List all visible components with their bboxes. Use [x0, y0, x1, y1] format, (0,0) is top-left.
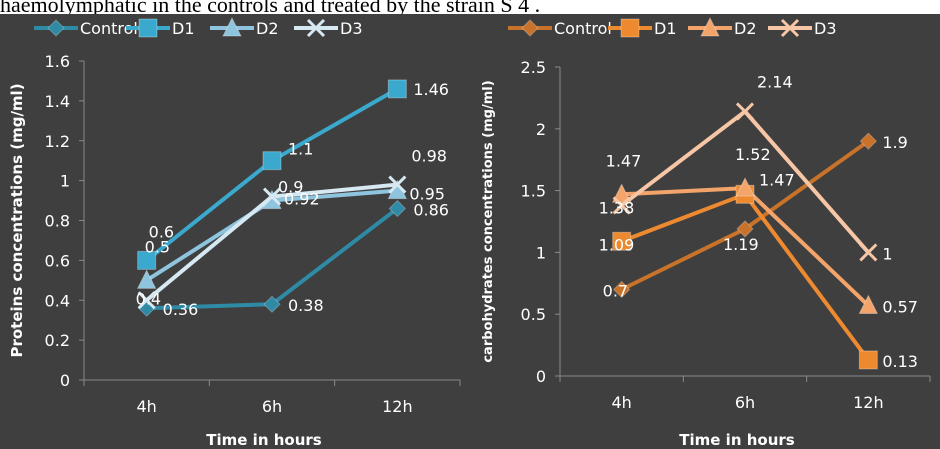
proteins-y-tick-label: 0.6 [45, 251, 70, 270]
carbohydrates-data-point-d1 [858, 350, 878, 370]
carbohydrates-x-axis-title: Time in hours [679, 431, 795, 449]
proteins-legend-label-d2: D2 [256, 19, 279, 38]
proteins-data-point-d1 [137, 250, 157, 270]
carbohydrates-legend-label-d1: D1 [654, 19, 677, 38]
carbohydrates-x-tick-label: 6h [735, 393, 755, 412]
proteins-data-point-d3 [388, 175, 407, 194]
proteins-x-tick-label: 4h [137, 397, 157, 416]
carbohydrates-legend-label-d2: D2 [734, 19, 757, 38]
carbohydrates-data-label: 0.7 [603, 281, 628, 300]
carbohydrates-legend-label-control: Control [554, 19, 612, 38]
carbohydrates-data-point-d1 [612, 231, 632, 251]
proteins-x-axis-title: Time in hours [206, 431, 322, 449]
proteins-legend-label-control: Control [80, 19, 138, 38]
proteins-y-tick-label: 1.4 [45, 92, 70, 111]
carbohydrates-data-label: 1.38 [599, 198, 635, 217]
proteins-data-label: 0.36 [163, 300, 199, 319]
proteins-legend-marker-d3 [306, 18, 326, 38]
proteins-data-label: 0.92 [284, 190, 320, 209]
proteins-data-label: 0.38 [288, 296, 324, 315]
proteins-data-point-control [388, 199, 407, 218]
proteins-y-tick-label: 1.2 [45, 132, 70, 151]
proteins-data-point-d3 [262, 187, 282, 206]
proteins-data-point-control [263, 295, 281, 313]
proteins-legend-label-d3: D3 [340, 19, 363, 38]
carbohydrates-data-label: 1.09 [599, 235, 635, 254]
proteins-chart-background [0, 14, 470, 449]
proteins-data-label: 0.5 [145, 237, 170, 256]
carbohydrates-y-tick-label: 2.5 [521, 58, 546, 77]
figure-caption: haemolymphatic in the controls and treat… [0, 0, 541, 14]
proteins-y-tick-label: 1 [60, 172, 70, 191]
proteins-y-tick-label: 0.4 [45, 291, 70, 310]
proteins-data-label: 1.46 [413, 80, 449, 99]
carbohydrates-data-label: 1.19 [723, 235, 759, 254]
proteins-data-label: 0.95 [409, 185, 445, 204]
proteins-data-point-d1 [387, 79, 407, 99]
proteins-y-tick-label: 1.6 [45, 52, 70, 71]
proteins-data-point-d3 [137, 291, 156, 310]
proteins-y-tick-label: 0.8 [45, 212, 70, 231]
proteins-data-label: 0.4 [136, 289, 161, 308]
carbohydrates-y-axis-title: carbohydrates concentrations (mg/ml) [481, 80, 496, 362]
carbohydrates-data-point-d2 [735, 177, 755, 197]
carbohydrates-data-point-d3 [735, 102, 755, 121]
carbohydrates-data-label: 1.47 [606, 151, 642, 170]
carbohydrates-y-tick-label: 1 [536, 243, 546, 262]
carbohydrates-y-tick-label: 0.5 [521, 305, 546, 324]
carbohydrates-legend-marker-d2 [700, 16, 720, 37]
carbohydrates-data-point-d3 [859, 243, 878, 262]
proteins-x-tick-label: 6h [262, 397, 282, 416]
carbohydrates-data-point-d2 [858, 294, 879, 315]
proteins-x-tick-label: 12h [382, 397, 413, 416]
carbohydrates-y-tick-label: 0 [536, 367, 546, 386]
proteins-data-label: 0.98 [411, 147, 447, 166]
carbohydrates-data-label: 1.9 [882, 133, 907, 152]
proteins-data-point-d2 [136, 269, 157, 289]
proteins-chart: 0 0.2 0.4 0.6 0.8 1 1.2 1.4 1.6 4h 6h 12h Time in ho… [0, 14, 470, 449]
proteins-y-tick-label: 0 [60, 371, 70, 390]
proteins-data-label: 0.9 [278, 178, 303, 197]
carbohydrates-x-tick-label: 4h [612, 393, 632, 412]
carbohydrates-legend-marker-control [521, 19, 539, 37]
carbohydrates-data-label: 0.13 [882, 352, 918, 371]
proteins-data-label: 0.6 [149, 222, 174, 241]
proteins-data-point-d1 [262, 151, 282, 171]
proteins-data-label: 0.86 [413, 201, 449, 220]
carbohydrates-y-tick-label: 2 [536, 120, 546, 139]
carbohydrates-data-point-d2 [611, 183, 632, 203]
carbohydrates-data-label: 2.14 [757, 72, 793, 91]
carbohydrates-data-label: 1 [882, 244, 892, 263]
carbohydrates-data-point-control [736, 220, 754, 238]
carbohydrates-data-label: 0.57 [882, 298, 918, 317]
proteins-y-axis-title: Proteins concentrations (mg/ml) [8, 83, 26, 357]
carbohydrates-legend-label-d3: D3 [814, 19, 837, 38]
proteins-y-tick-label: 0.2 [45, 331, 70, 350]
carbohydrates-y-tick-label: 1.5 [521, 182, 546, 201]
carbohydrates-legend-marker-d1 [620, 18, 640, 38]
proteins-legend-label-d1: D1 [172, 19, 195, 38]
proteins-legend-marker-control [47, 19, 65, 37]
proteins-legend-marker-d1 [138, 18, 158, 38]
proteins-legend-marker-d2 [222, 16, 242, 37]
carbohydrates-data-point-d3 [612, 196, 631, 215]
carbohydrates-x-tick-label: 12h [853, 393, 884, 412]
carbohydrates-legend-marker-d3 [780, 18, 800, 38]
carbohydrates-data-point-control [612, 280, 631, 299]
carbohydrates-data-label: 1.47 [759, 170, 795, 189]
carbohydrates-data-point-control [859, 132, 878, 150]
proteins-data-label: 1.1 [288, 140, 313, 159]
carbohydrates-data-label: 1.52 [735, 145, 771, 164]
